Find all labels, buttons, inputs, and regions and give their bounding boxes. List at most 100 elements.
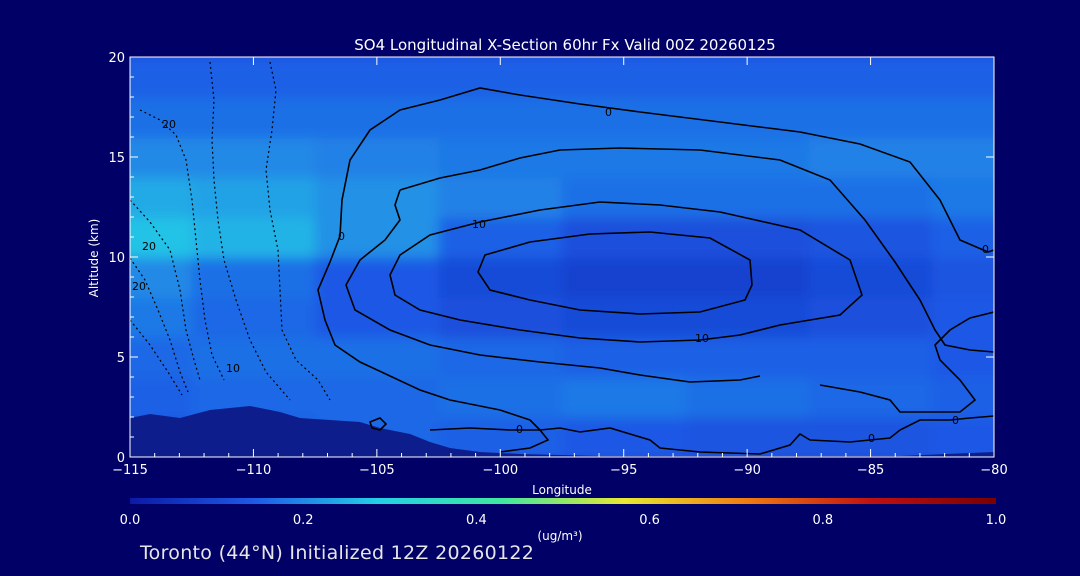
heatmap-cells bbox=[130, 57, 994, 457]
y-tick-label: 0 bbox=[117, 451, 125, 466]
x-tick-label: −105 bbox=[359, 463, 395, 478]
contour-lines bbox=[317, 87, 994, 455]
contour-core bbox=[477, 231, 753, 315]
heatmap-cell bbox=[685, 137, 810, 178]
heatmap-cell bbox=[438, 177, 563, 218]
heatmap-cell bbox=[932, 257, 994, 298]
heatmap-cell bbox=[438, 257, 563, 298]
heatmap-cell bbox=[315, 137, 440, 178]
contour-labels: 0 0 10 10 0 0 0 0 20 20 20 10 bbox=[132, 106, 989, 445]
heatmap-cell bbox=[191, 177, 317, 218]
heatmap-cell bbox=[808, 97, 934, 138]
y-tick-label: 15 bbox=[108, 151, 125, 166]
contour-low bbox=[539, 415, 994, 455]
contour-label: 20 bbox=[142, 240, 156, 253]
heatmap-cell bbox=[685, 337, 810, 378]
heatmap-cell bbox=[685, 297, 810, 338]
heatmap-cell bbox=[562, 377, 687, 418]
heatmap-cell bbox=[932, 297, 994, 338]
heatmap-cell bbox=[562, 137, 687, 178]
y-tick-label: 20 bbox=[108, 51, 125, 66]
colorbar: 0.0 0.2 0.4 0.6 0.8 1.0 (ug/m³) bbox=[120, 498, 1007, 543]
colorbar-unit-label: (ug/m³) bbox=[537, 529, 582, 543]
heatmap-cell bbox=[685, 257, 810, 298]
heatmap-cell bbox=[562, 337, 687, 378]
footer-caption: Toronto (44°N) Initialized 12Z 20260122 bbox=[140, 542, 535, 564]
heatmap-cell bbox=[130, 337, 193, 378]
dotted-contour-2 bbox=[209, 61, 291, 401]
contour-right-low bbox=[819, 311, 994, 413]
heatmap-cell bbox=[191, 217, 317, 258]
heatmap-cell bbox=[685, 97, 810, 138]
dotted-contour-5 bbox=[130, 257, 189, 393]
x-tick-label: −115 bbox=[112, 463, 148, 478]
y-axis-label: Altitude (km) bbox=[87, 219, 101, 298]
contour-label: 0 bbox=[338, 230, 345, 243]
heatmap-cell bbox=[315, 217, 440, 258]
heatmap-cell bbox=[438, 137, 563, 178]
heatmap-cell bbox=[130, 377, 193, 418]
heatmap-cell bbox=[932, 417, 994, 457]
heatmap-cell bbox=[685, 377, 810, 418]
heatmap-cell bbox=[808, 177, 934, 218]
contour-low-2 bbox=[429, 427, 550, 453]
heatmap-cell bbox=[191, 337, 317, 378]
heatmap-cell bbox=[315, 337, 440, 378]
x-tick-label: −85 bbox=[857, 463, 884, 478]
contour-label: 20 bbox=[132, 280, 146, 293]
heatmap-cell bbox=[932, 177, 994, 218]
contour-label: 10 bbox=[226, 362, 240, 375]
colorbar-tick-label: 0.8 bbox=[812, 513, 833, 528]
contour-label: 0 bbox=[605, 106, 612, 119]
heatmap-cell bbox=[932, 137, 994, 178]
contour-mid bbox=[399, 147, 994, 353]
heatmap-cell bbox=[191, 97, 317, 138]
contour-label: 10 bbox=[695, 332, 709, 345]
contour-mid-left bbox=[345, 189, 761, 383]
x-axis: −115 −110 −105 −100 −95 −90 −85 −80 bbox=[112, 57, 1008, 478]
contour-label: 0 bbox=[516, 423, 523, 436]
colorbar-ticks: 0.0 0.2 0.4 0.6 0.8 1.0 bbox=[120, 513, 1007, 528]
heatmap-cell bbox=[315, 97, 440, 138]
heatmap-cell bbox=[438, 97, 563, 138]
heatmap-cell bbox=[438, 297, 563, 338]
heatmap-cell bbox=[438, 217, 563, 258]
heatmap-cell bbox=[438, 377, 563, 418]
heatmap-cell bbox=[808, 337, 934, 378]
contour-outer bbox=[439, 87, 994, 253]
contour-outer-left bbox=[317, 99, 541, 431]
plot-area: 0 0 10 10 0 0 0 0 20 20 20 10 bbox=[130, 57, 994, 457]
contour-inner bbox=[389, 201, 863, 343]
heatmap-cell bbox=[562, 217, 687, 258]
x-tick-label: −110 bbox=[236, 463, 272, 478]
colorbar-tick-label: 1.0 bbox=[986, 513, 1007, 528]
heatmap-cell bbox=[562, 297, 687, 338]
y-tick-label: 10 bbox=[108, 251, 125, 266]
x-axis-label: Longitude bbox=[532, 483, 592, 497]
x-tick-label: −100 bbox=[482, 463, 518, 478]
dotted-contour-4 bbox=[130, 199, 201, 381]
heatmap-cell bbox=[315, 377, 440, 418]
contour-label: 0 bbox=[868, 432, 875, 445]
contour-small bbox=[369, 417, 388, 431]
heatmap-cell bbox=[130, 57, 193, 98]
heatmap-cell bbox=[562, 97, 687, 138]
heatmap-cell bbox=[808, 257, 934, 298]
heatmap-cell bbox=[315, 297, 440, 338]
heatmap-cell bbox=[191, 257, 317, 298]
colorbar-tick-label: 0.6 bbox=[639, 513, 660, 528]
contour-label: 0 bbox=[952, 414, 959, 427]
heatmap-cell bbox=[130, 257, 193, 298]
dotted-contours bbox=[130, 61, 331, 401]
colorbar-tick-label: 0.2 bbox=[293, 513, 314, 528]
heatmap-cell bbox=[808, 377, 934, 418]
heatmap-cell bbox=[191, 137, 317, 178]
heatmap-cell bbox=[130, 97, 193, 138]
contour-label: 0 bbox=[982, 243, 989, 256]
chart-title: SO4 Longitudinal X-Section 60hr Fx Valid… bbox=[354, 36, 775, 54]
heatmap-cell bbox=[932, 217, 994, 258]
heatmap-cell bbox=[130, 297, 193, 338]
dotted-contour-1 bbox=[265, 61, 331, 401]
heatmap-cell bbox=[130, 137, 193, 178]
